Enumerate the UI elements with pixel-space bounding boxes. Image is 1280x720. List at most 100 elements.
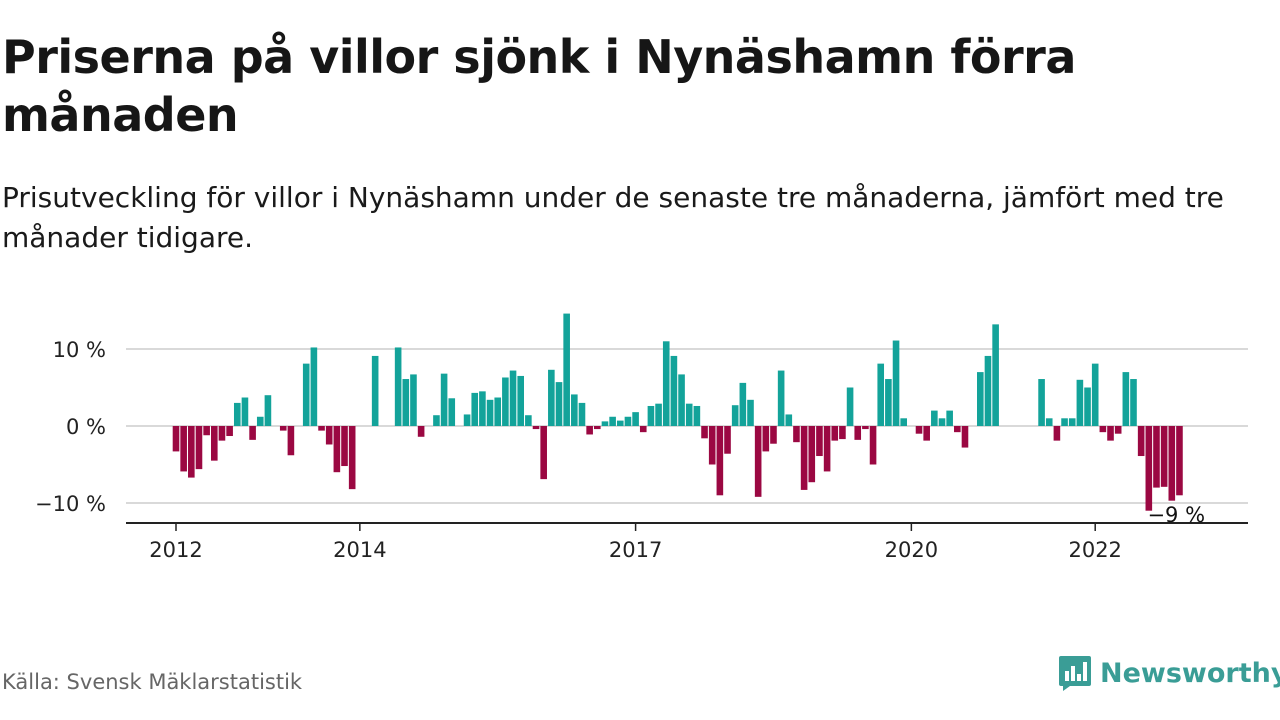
bar [1168,426,1176,501]
bar [954,426,961,433]
bar [1130,379,1137,426]
bar [839,426,846,440]
bar [1160,426,1168,487]
bar [793,426,800,443]
bar [1084,387,1091,426]
y-tick-label: 0 % [66,415,106,439]
bar-chart: 10 % 0 % −10 % 2012 2014 2017 2020 2022 −9 % [35,313,1248,562]
last-value-label: −9 % [1147,503,1205,527]
annotations: −9 % [1147,503,1248,527]
bar [287,426,295,456]
bar [279,426,287,431]
bar [195,426,203,470]
chart-title: Priserna på villor sjönk i Nynäshamn för… [2,30,1076,142]
bar [915,426,923,434]
bar [594,426,601,430]
bar [785,414,793,426]
bar [977,372,984,426]
bar [203,426,210,436]
bar [1045,418,1053,426]
bar [1114,426,1122,434]
axes: 10 % 0 % −10 % 2012 2014 2017 2020 2022 [35,338,1248,562]
bar [1038,379,1045,426]
bars [172,313,1183,511]
bar [639,426,647,433]
bar [302,363,310,426]
bar [823,426,831,472]
bar [371,355,379,426]
bar [1176,426,1183,496]
bar [341,426,348,467]
bar [394,347,402,426]
bar [318,426,325,431]
bar [517,375,524,426]
bar [1091,363,1099,426]
bar [831,426,839,441]
bar [609,416,616,426]
bar [563,313,570,426]
bar [310,347,318,426]
x-tick-label: 2014 [333,538,386,562]
bar [1107,426,1114,441]
bar [992,324,999,426]
bar [494,397,502,426]
bar [685,403,693,426]
bar [555,382,563,426]
bar [862,426,869,430]
bar [632,412,639,426]
bar [586,426,593,435]
bar [1053,426,1061,441]
newsworthy-logo-icon [1059,656,1091,691]
x-tick-label: 2012 [149,538,202,562]
bar [708,426,716,465]
bar [256,416,264,426]
bar [931,410,938,426]
bar [578,402,586,426]
bar [693,405,701,426]
bar [440,373,448,426]
bar [1061,418,1068,426]
bar [417,426,425,437]
bar [548,369,555,426]
brand-logo: Newsworthy [1058,654,1280,692]
bar [647,405,655,426]
source-note: Källa: Svensk Mäklarstatistik [2,670,303,694]
bar [571,394,578,426]
bar [325,426,333,445]
bar [188,426,195,478]
bar [1076,379,1084,426]
bar [678,374,685,426]
bar [808,426,816,483]
brand-name: Newsworthy [1100,657,1280,689]
bar [502,377,509,426]
bar [770,426,777,444]
bar [1137,426,1145,457]
bar [877,363,885,426]
bar [471,392,479,426]
bar [701,426,708,439]
bar [923,426,930,441]
y-tick-label: −10 % [35,492,106,516]
bar [249,426,256,440]
bar [433,415,440,426]
x-tick-label: 2020 [885,538,938,562]
bar [601,421,609,426]
bar [211,426,218,461]
bar [938,418,946,426]
bar [869,426,877,465]
chart-subtitle: Prisutveckling för villor i Nynäshamn un… [2,181,1224,254]
bar [463,414,471,426]
bar [448,398,456,426]
bar [662,341,670,426]
bar [816,426,823,457]
bar [754,426,762,497]
bar [333,426,341,473]
bar [716,426,724,496]
bar [892,340,900,426]
bar [172,426,180,452]
bar [525,415,532,426]
bar [180,426,187,472]
bar [624,416,632,426]
x-tick-label: 2022 [1068,538,1121,562]
bar [747,399,754,426]
